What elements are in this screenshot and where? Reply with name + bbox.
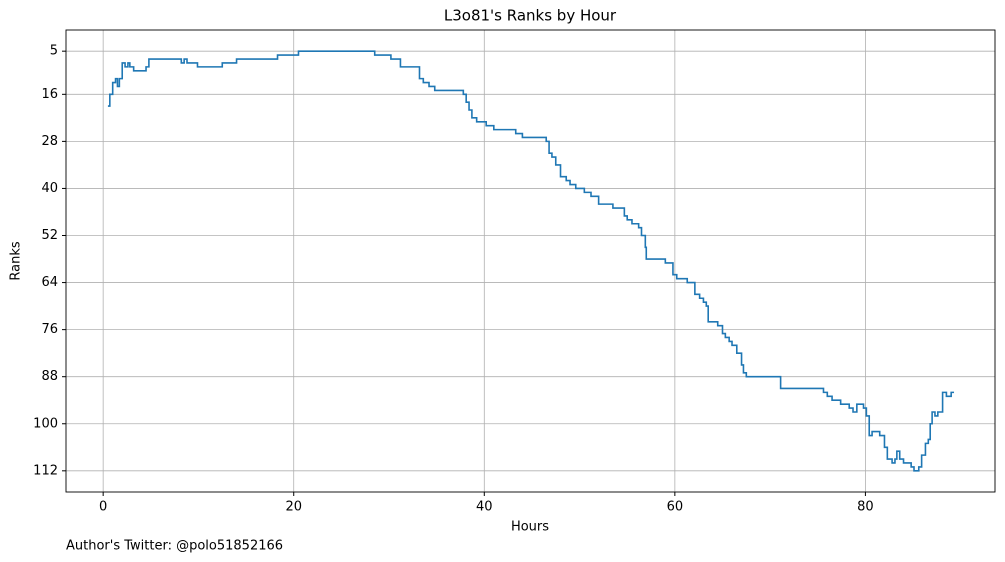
x-tick-label: 0 xyxy=(99,500,107,515)
x-axis-label: Hours xyxy=(511,520,549,535)
x-tick-label: 80 xyxy=(857,500,874,515)
x-tick-label: 60 xyxy=(667,500,684,515)
y-tick-label: 88 xyxy=(41,369,58,384)
y-tick-label: 40 xyxy=(41,181,58,196)
y-tick-label: 28 xyxy=(41,134,58,149)
y-tick-label: 100 xyxy=(33,416,58,431)
y-tick-label: 16 xyxy=(41,87,58,102)
x-tick-label: 20 xyxy=(285,500,302,515)
rank-line xyxy=(107,50,955,472)
y-tick-label: 76 xyxy=(41,322,58,337)
y-axis-label: Ranks xyxy=(9,241,24,280)
y-tick-label: 112 xyxy=(33,463,58,478)
y-tick-label: 5 xyxy=(50,44,58,59)
y-tick-label: 64 xyxy=(41,275,58,290)
chart-title: L3o81's Ranks by Hour xyxy=(444,7,617,25)
y-tick-label: 52 xyxy=(41,228,58,243)
x-tick-label: 40 xyxy=(476,500,493,515)
plot-frame xyxy=(65,29,996,493)
footnote: Author's Twitter: @polo51852166 xyxy=(66,539,283,554)
